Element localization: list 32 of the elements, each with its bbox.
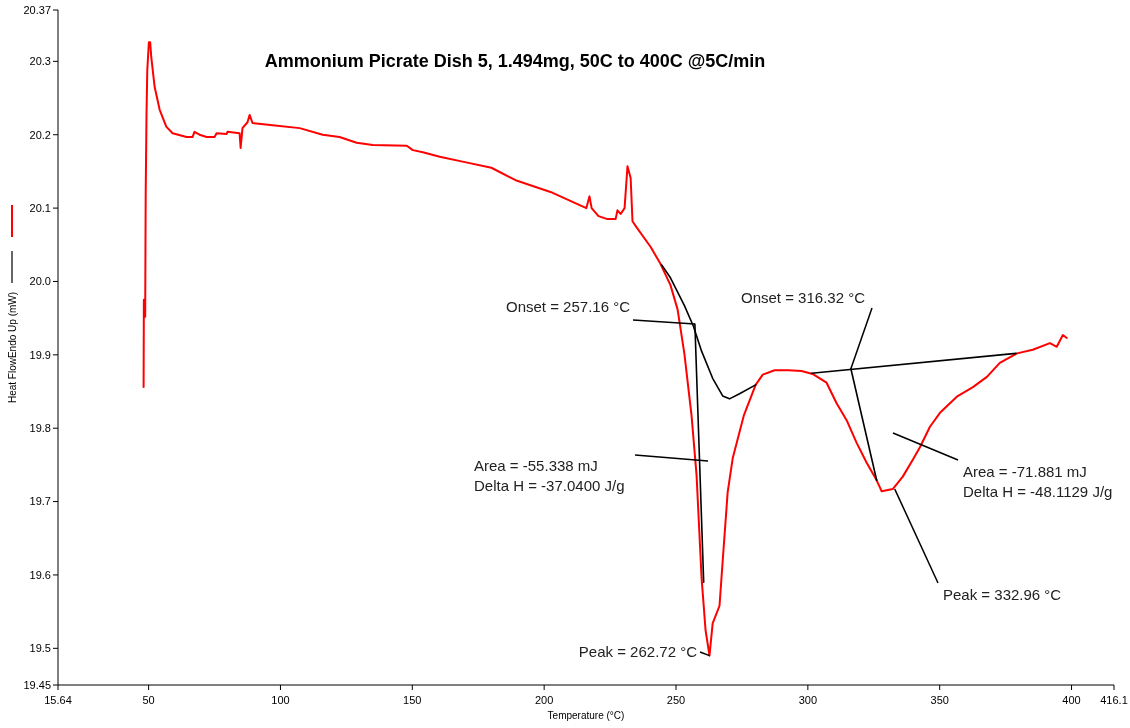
annotation: Area = -55.338 mJ bbox=[474, 457, 598, 474]
x-tick-label: 50 bbox=[142, 694, 155, 706]
x-axis-title: Temperature (°C) bbox=[547, 710, 625, 721]
text: Ammonium Picrate Dish 5, 1.494mg, 50C to 400C @5C/min bbox=[264, 51, 766, 71]
annotation: Peak = 332.96 °C bbox=[943, 586, 1062, 603]
x-tick-label: 350 bbox=[930, 694, 949, 706]
x-tick-label: 250 bbox=[666, 694, 686, 706]
annotation: Peak = 262.72 °C bbox=[578, 643, 698, 660]
y-tick-label: 20.1 bbox=[29, 201, 51, 214]
y-tick-label: 19.5 bbox=[29, 642, 51, 655]
x-tick-label: 150 bbox=[403, 694, 422, 706]
annotation: Onset = 316.32 °C bbox=[741, 289, 866, 306]
y-tick-label: 20.2 bbox=[29, 128, 51, 141]
x-tick-label: 200 bbox=[534, 694, 554, 706]
x-tick-label: 15.64 bbox=[44, 694, 72, 706]
annotation: Onset = 257.16 °C bbox=[506, 298, 631, 315]
y-tick-label: 19.8 bbox=[29, 422, 51, 435]
x-tick-label: 100 bbox=[271, 694, 290, 706]
y-tick-label: 19.45 bbox=[23, 678, 51, 691]
y-tick-label: 19.6 bbox=[29, 568, 51, 581]
y-tick-label: 19.7 bbox=[29, 495, 51, 508]
annotation: Area = -71.881 mJ bbox=[963, 463, 1087, 480]
x-tick-label: 400 bbox=[1062, 694, 1081, 706]
y-tick-label: 19.9 bbox=[29, 348, 51, 361]
y-tick-label: 20.0 bbox=[29, 275, 51, 288]
x-tick-label: 300 bbox=[798, 694, 818, 706]
y-axis-title: Heat FlowEndo Up (mW) bbox=[7, 291, 18, 404]
x-tick-label: 416.1 bbox=[1100, 694, 1128, 706]
y-tick-label: 20.3 bbox=[29, 55, 51, 68]
annotation: Delta H = -37.0400 J/g bbox=[474, 477, 625, 494]
y-tick-label: 20.37 bbox=[23, 3, 51, 16]
annotation: Delta H = -48.1129 J/g bbox=[963, 483, 1113, 500]
